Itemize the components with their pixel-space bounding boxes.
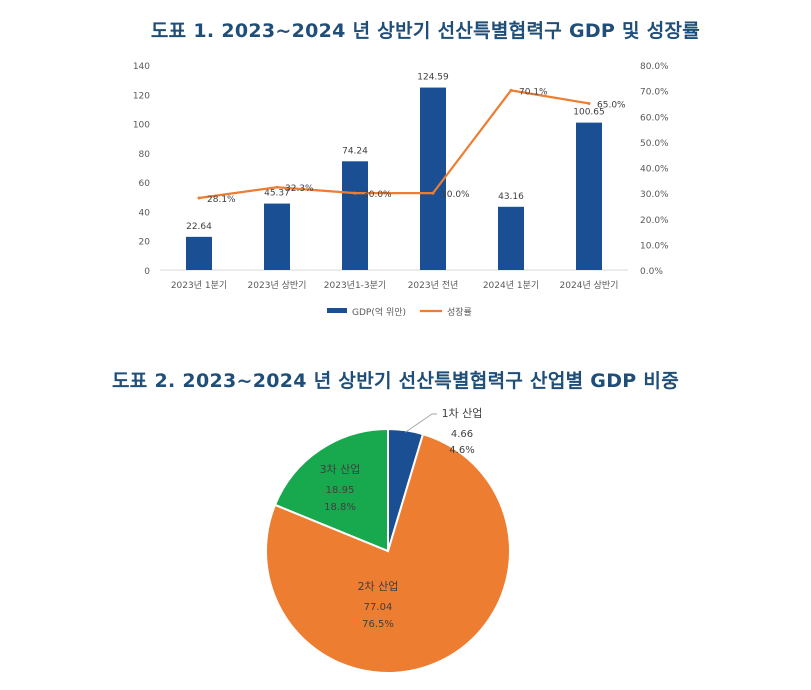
slice-value: 18.95 bbox=[326, 485, 355, 496]
growth-rate-label: 65.0% bbox=[597, 100, 626, 110]
industry-share-pie-chart: 1차 산업 4.66 4.6% 2차 산업 77.04 76.5% 3차 산업 18.95 18… bbox=[265, 407, 511, 674]
y-tick-label-left: 0 bbox=[144, 267, 150, 277]
gdp-bar-label: 124.59 bbox=[417, 73, 449, 83]
y-tick-label-right: 50.0% bbox=[640, 139, 669, 149]
growth-rate-label: 30.0% bbox=[363, 190, 392, 200]
chart2-title: 도표 2. 2023~2024 년 상반기 선산특별협력구 산업별 GDP 비중 bbox=[112, 370, 679, 392]
x-tick-label: 2024년 1분기 bbox=[483, 280, 539, 291]
gdp-growth-chart: 0 20 40 60 80 100 120 140 0.0% 10.0% 20.0% 30.0% 40.… bbox=[133, 62, 669, 318]
gdp-bar-label: 74.24 bbox=[342, 146, 368, 156]
slice-label: 2차 산업 bbox=[358, 580, 399, 593]
x-tick-label: 2023년 상반기 bbox=[248, 280, 307, 291]
x-tick-label: 2023년 전년 bbox=[408, 280, 459, 291]
gdp-bar bbox=[342, 161, 368, 270]
pie-slice bbox=[273, 427, 389, 553]
gdp-bar-label: 43.16 bbox=[498, 192, 524, 202]
gdp-bar bbox=[576, 122, 602, 270]
gdp-bar-label: 45.37 bbox=[264, 189, 290, 199]
y-tick-label-right: 40.0% bbox=[640, 165, 669, 175]
slice-percent: 76.5% bbox=[362, 619, 394, 630]
slice-callout-line bbox=[405, 413, 437, 433]
growth-rate-point bbox=[587, 101, 591, 105]
y-tick-label-left: 80 bbox=[139, 150, 151, 160]
y-tick-label-right: 10.0% bbox=[640, 241, 669, 251]
gdp-bar-label: 100.65 bbox=[573, 108, 605, 118]
pie-slice bbox=[265, 432, 511, 674]
y-tick-label-left: 60 bbox=[139, 179, 151, 189]
growth-rate-label: 28.1% bbox=[207, 195, 236, 205]
y-tick-label-right: 80.0% bbox=[640, 62, 669, 72]
growth-rate-label: 30.0% bbox=[441, 190, 470, 200]
y-tick-label-left: 100 bbox=[133, 121, 150, 131]
growth-rate-point bbox=[509, 88, 513, 92]
gdp-bar bbox=[420, 87, 446, 271]
slice-label: 3차 산업 bbox=[320, 463, 361, 476]
pie-plot-area: 1차 산업 4.66 4.6% 2차 산업 77.04 76.5% 3차 산업 18.95 18… bbox=[265, 407, 511, 674]
y-tick-label-left: 20 bbox=[139, 238, 151, 248]
gdp-bar bbox=[264, 203, 290, 270]
slice-label: 1차 산업 bbox=[442, 407, 483, 420]
x-tick-label: 2023년1-3분기 bbox=[324, 280, 386, 291]
growth-rate-point bbox=[197, 196, 201, 200]
growth-rate-point bbox=[431, 191, 435, 195]
slice-percent: 18.8% bbox=[324, 502, 356, 513]
y-tick-label-right: 60.0% bbox=[640, 113, 669, 123]
gdp-bar-label: 22.64 bbox=[186, 222, 212, 232]
legend-growth-label: 성장률 bbox=[447, 307, 472, 318]
chart1-title: 도표 1. 2023~2024 년 상반기 선산특별협력구 GDP 및 성장률 bbox=[150, 20, 701, 42]
y-tick-label-right: 0.0% bbox=[640, 267, 663, 277]
y-tick-label-right: 20.0% bbox=[640, 216, 669, 226]
y-tick-label-left: 140 bbox=[133, 62, 150, 72]
y-tick-label-left: 120 bbox=[133, 91, 150, 101]
x-tick-label: 2024년 상반기 bbox=[560, 280, 619, 291]
gdp-bar bbox=[498, 206, 524, 270]
slice-value: 4.66 bbox=[451, 429, 473, 440]
gdp-bar bbox=[186, 236, 212, 270]
y-tick-label-right: 70.0% bbox=[640, 88, 669, 98]
growth-rate-point bbox=[275, 185, 279, 189]
growth-rate-point bbox=[353, 191, 357, 195]
slice-percent: 4.6% bbox=[449, 445, 474, 456]
growth-rate-label: 32.3% bbox=[285, 184, 314, 194]
x-tick-label: 2023년 1분기 bbox=[171, 280, 227, 291]
chart1-plot-area: 0 20 40 60 80 100 120 140 0.0% 10.0% 20.0% 30.0% 40.… bbox=[133, 62, 669, 318]
slice-value: 77.04 bbox=[364, 602, 393, 613]
growth-rate-line bbox=[198, 89, 590, 200]
legend-gdp-label: GDP(억 위안) bbox=[352, 306, 406, 318]
legend-gdp-swatch bbox=[327, 308, 347, 313]
y-tick-label-right: 30.0% bbox=[640, 190, 669, 200]
y-tick-label-left: 40 bbox=[139, 208, 151, 218]
growth-rate-label: 70.1% bbox=[519, 87, 548, 97]
